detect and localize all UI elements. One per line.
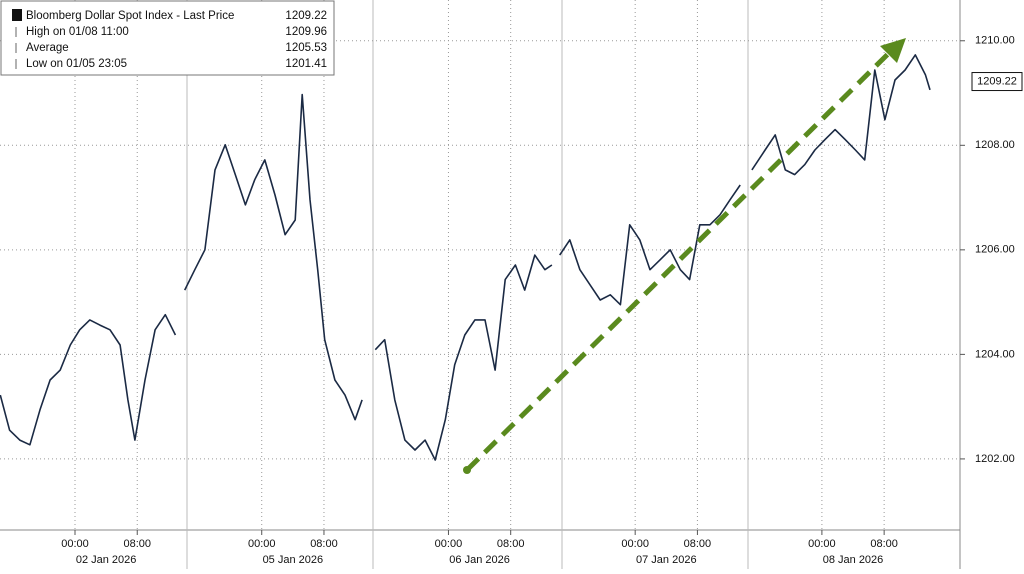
arrow-head (880, 38, 906, 63)
y-tick-label: 1208.00 (975, 139, 1015, 151)
x-date-label: 07 Jan 2026 (636, 554, 697, 566)
legend-swatch (12, 9, 22, 21)
legend-label: High on 01/08 11:00 (26, 26, 129, 38)
x-tick-label: 08:00 (310, 538, 338, 550)
last-price-tag (971, 72, 1023, 92)
x-date-label: 08 Jan 2026 (823, 554, 884, 566)
x-tick-label: 08:00 (684, 538, 712, 550)
y-tick-label: 1204.00 (975, 348, 1015, 360)
y-tick-label: 1210.00 (975, 35, 1015, 47)
x-tick-label: 00:00 (61, 538, 89, 550)
legend: Bloomberg Dollar Spot Index - Last Price… (0, 0, 335, 76)
price-line (0, 54, 931, 461)
legend-label: Average (26, 42, 69, 54)
legend-label: Bloomberg Dollar Spot Index - Last Price (26, 10, 234, 22)
x-date-label: 02 Jan 2026 (76, 554, 137, 566)
x-tick-label: 00:00 (248, 538, 276, 550)
x-tick-label: 00:00 (808, 538, 836, 550)
legend-value: 1201.41 (285, 58, 327, 70)
x-date-label: 06 Jan 2026 (449, 554, 510, 566)
y-tick-label: 1206.00 (975, 244, 1015, 256)
legend-label: Low on 01/05 23:05 (26, 58, 127, 70)
x-tick-label: 08:00 (870, 538, 898, 550)
legend-box (0, 0, 335, 76)
x-tick-label: 08:00 (497, 538, 525, 550)
x-tick-label: 00:00 (435, 538, 463, 550)
trend-arrow (463, 38, 906, 474)
arrow-tail (463, 466, 471, 474)
legend-value: 1209.22 (285, 10, 327, 22)
x-tick-label: 00:00 (621, 538, 649, 550)
plot (0, 54, 931, 461)
x-tick-label: 08:00 (123, 538, 151, 550)
y-tick-label: 1202.00 (975, 453, 1015, 465)
x-date-label: 05 Jan 2026 (263, 554, 324, 566)
last-price-label: 1209.22 (977, 75, 1017, 87)
legend-value: 1205.53 (285, 42, 327, 54)
legend-value: 1209.96 (285, 26, 327, 38)
